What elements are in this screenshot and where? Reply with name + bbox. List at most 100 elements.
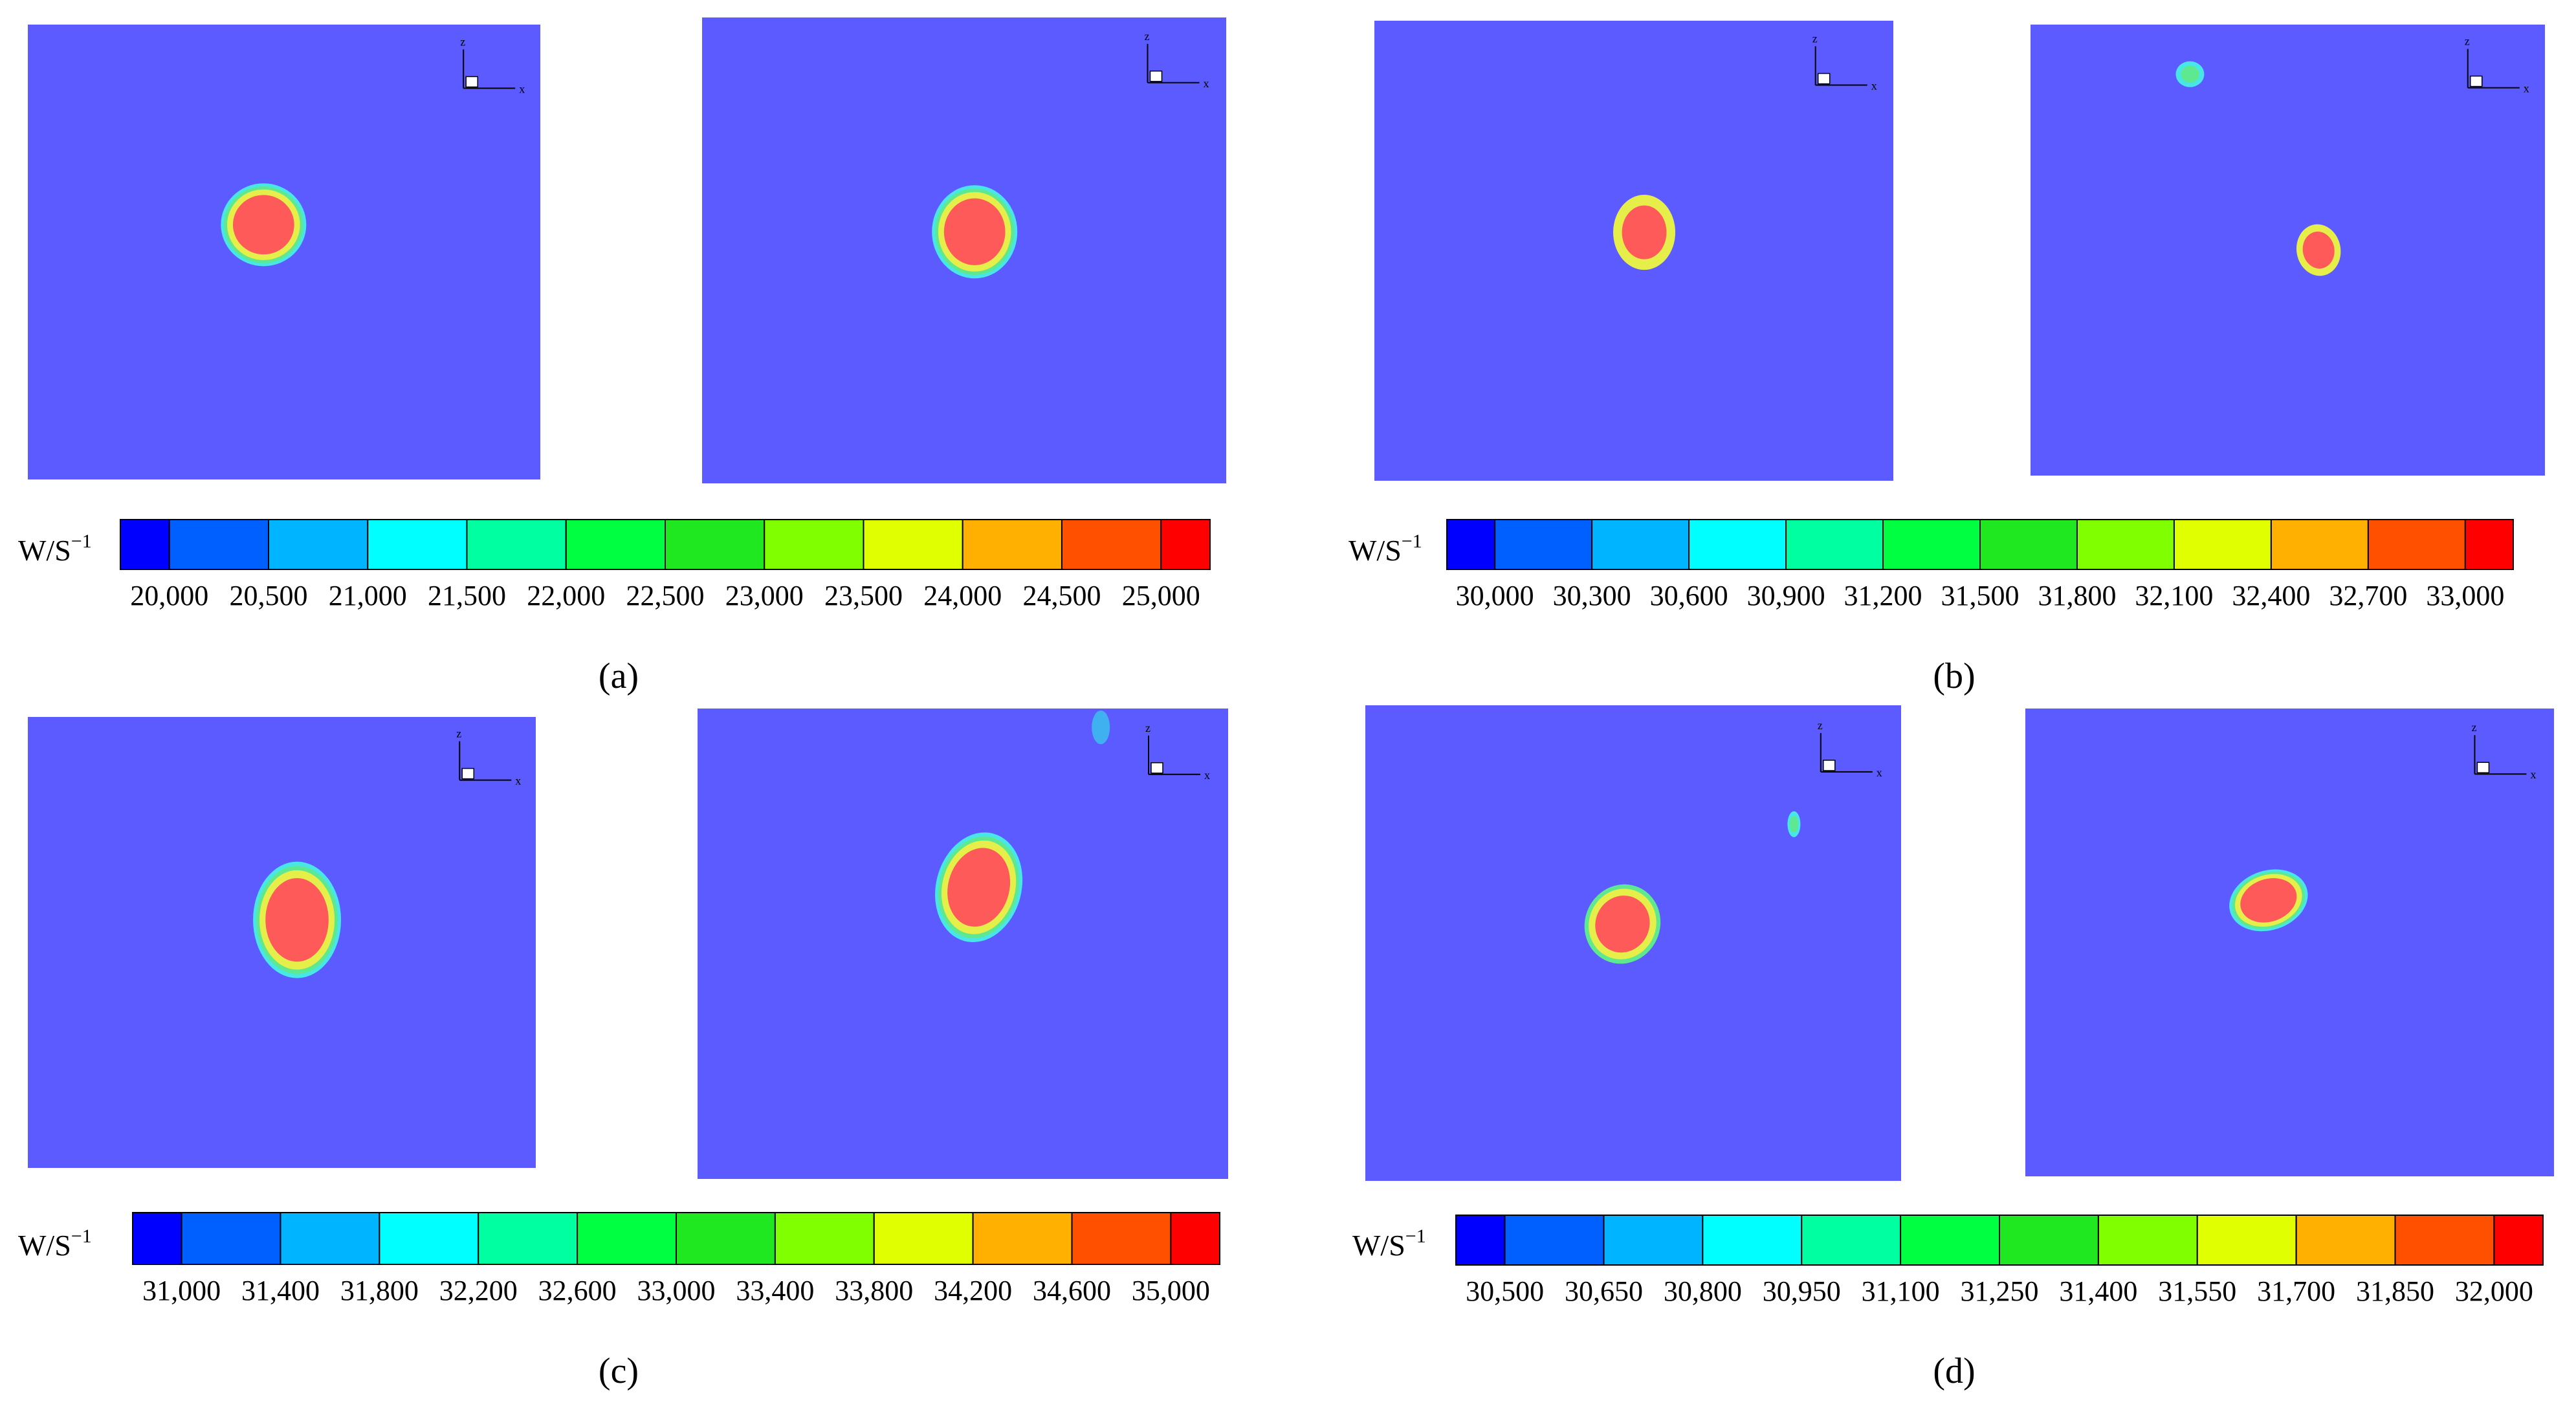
colorbar-tick-label: 31,200 — [1844, 580, 1922, 611]
unit-exponent: −1 — [71, 1226, 92, 1247]
x-axis-label: x — [1871, 80, 1877, 93]
contour-core — [232, 195, 294, 255]
axis-triad: zx — [460, 35, 525, 95]
colorbar-tick-label: 30,500 — [1466, 1275, 1544, 1307]
colorbar-tick-label: 30,000 — [1456, 580, 1534, 611]
panel-caption: (d) — [1933, 1351, 1975, 1391]
colorbar-tick-label: 30,800 — [1664, 1275, 1742, 1307]
colorbar-unit-label: W/S−1 — [1352, 1226, 1426, 1262]
unit-base: W/S — [1349, 534, 1402, 567]
hotspot — [932, 185, 1018, 279]
colorbar-tick-label: 32,700 — [2329, 580, 2407, 611]
hotspot-blob-core — [2181, 65, 2199, 83]
colorbar-tick-label: 30,300 — [1553, 580, 1631, 611]
colorbar-unit-label: W/S−1 — [18, 531, 92, 567]
colorbar-swatch — [972, 1212, 1073, 1265]
contour-core — [1622, 205, 1667, 259]
colorbar-swatch — [1900, 1215, 2001, 1266]
colorbar-tick-label: 31,800 — [2038, 580, 2116, 611]
colorbar-tick-label: 34,600 — [1033, 1275, 1111, 1306]
colorbar-swatch — [466, 519, 567, 570]
field-background — [2031, 25, 2545, 476]
unit-exponent: −1 — [1405, 1226, 1426, 1247]
colorbar-tick-label: 32,400 — [2232, 580, 2310, 611]
colorbar-swatch — [1882, 519, 1981, 570]
colorbar-unit-label: W/S−1 — [18, 1226, 92, 1262]
colorbar-tick-label: 32,600 — [538, 1275, 617, 1306]
z-axis-label: z — [460, 35, 465, 48]
colorbar-swatch — [863, 519, 963, 570]
colorbar-tick-label: 30,600 — [1650, 580, 1728, 611]
colorbar-tick-label: 34,200 — [934, 1275, 1012, 1306]
colorbar-tick-label: 23,000 — [725, 580, 804, 611]
axis-origin-box — [1823, 760, 1836, 771]
z-axis-label: z — [1145, 30, 1150, 43]
colorbar-tick-label: 31,000 — [142, 1275, 221, 1306]
colorbar-swatch — [2173, 519, 2272, 570]
z-axis-label: z — [1145, 721, 1150, 734]
colorbar-swatch — [367, 519, 468, 570]
colorbar-tick-label: 20,500 — [230, 580, 308, 611]
colorbar-swatch — [280, 1212, 380, 1265]
colorbar-swatch — [2493, 1215, 2544, 1266]
contour-core — [947, 848, 1011, 927]
colorbar-swatch — [665, 519, 765, 570]
colorbar-swatch — [1979, 519, 2078, 570]
colorbar-tick-label: 33,400 — [736, 1275, 814, 1306]
contour-core — [265, 878, 329, 962]
hotspot — [1092, 710, 1110, 745]
x-axis-label: x — [1204, 769, 1210, 782]
z-axis-label: z — [1818, 719, 1823, 732]
contour-plot: zx — [28, 25, 540, 479]
colorbar-swatch — [1446, 519, 1496, 570]
colorbar-swatch — [1688, 519, 1787, 570]
colorbar-swatch — [132, 1212, 182, 1265]
axis-triad: zx — [1145, 721, 1210, 782]
hotspot — [1787, 811, 1801, 837]
colorbar-tick-label: 31,100 — [1862, 1275, 1940, 1307]
axis-triad: zx — [1818, 719, 1882, 779]
x-axis-label: x — [2530, 768, 2536, 781]
colorbar-swatch — [2295, 1215, 2396, 1266]
axis-origin-box — [1817, 72, 1831, 85]
panel-caption: (c) — [599, 1351, 639, 1391]
axis-origin-box — [465, 76, 478, 88]
colorbar-tick-label: 22,000 — [527, 580, 605, 611]
colorbar-swatch — [764, 519, 864, 570]
hotspot — [2175, 61, 2205, 87]
colorbar-swatch — [2464, 519, 2515, 570]
axis-origin-box — [1149, 71, 1163, 82]
hotspot — [2296, 224, 2341, 276]
axis-origin-box — [2470, 75, 2483, 87]
colorbar-tick-label: 30,900 — [1747, 580, 1825, 611]
colorbar-swatch — [774, 1212, 875, 1265]
colorbar-tick-label: 24,000 — [923, 580, 1002, 611]
colorbar-tick-label: 31,400 — [2059, 1275, 2137, 1307]
colorbar-swatch — [1170, 1212, 1221, 1265]
contour-plot: zx — [1365, 705, 1901, 1181]
axis-origin-box — [461, 767, 474, 780]
colorbar-tick-label: 25,000 — [1122, 580, 1200, 611]
contour-core — [1595, 896, 1650, 953]
panel-caption: (a) — [599, 656, 639, 696]
colorbar-tick-label: 33,800 — [835, 1275, 913, 1306]
contour-core — [2240, 878, 2297, 923]
colorbar-swatch — [120, 519, 170, 570]
colorbar-tick-label: 30,650 — [1565, 1275, 1643, 1307]
contour-plot: zx — [2025, 709, 2554, 1176]
colorbar-swatch — [1160, 519, 1211, 570]
unit-base: W/S — [18, 534, 71, 567]
colorbar-swatch — [1785, 519, 1884, 570]
colorbar-tick-label: 23,500 — [824, 580, 903, 611]
colorbar-swatch — [478, 1212, 578, 1265]
colorbar-swatch — [577, 1212, 677, 1265]
colorbar-swatch — [873, 1212, 974, 1265]
colorbar-swatch — [565, 519, 666, 570]
x-axis-label: x — [519, 82, 525, 95]
hotspot — [221, 183, 307, 267]
colorbar-tick-label: 35,000 — [1132, 1275, 1210, 1306]
axis-origin-box — [2476, 762, 2490, 773]
colorbar-tick-label: 20,000 — [130, 580, 208, 611]
